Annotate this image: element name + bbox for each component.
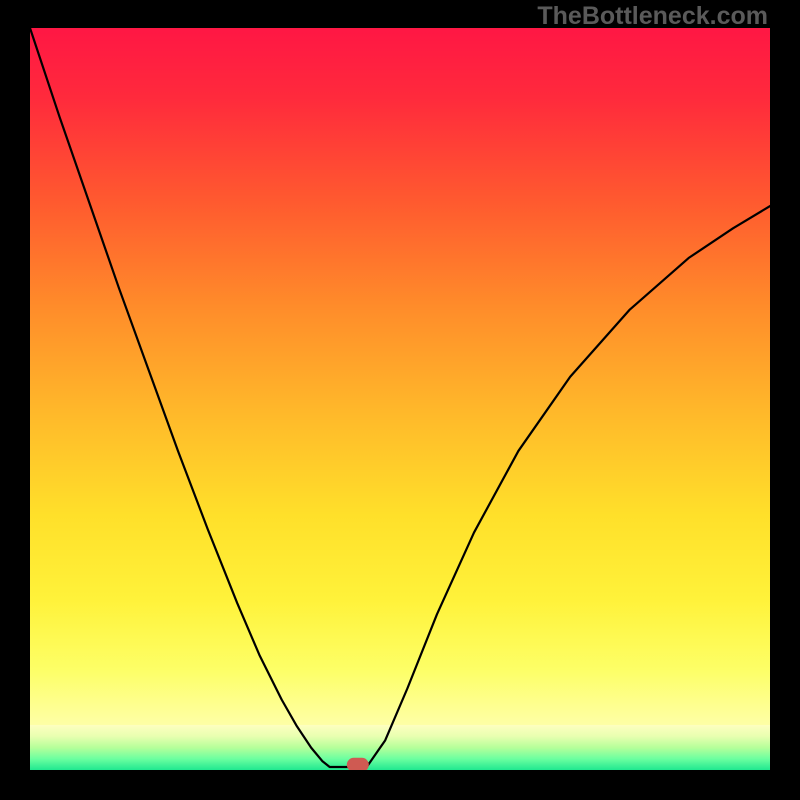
plot-area <box>30 28 770 770</box>
optimal-point-marker <box>347 758 369 770</box>
chart-overlay <box>30 28 770 770</box>
outer-frame: TheBottleneck.com <box>0 0 800 800</box>
bottleneck-curve <box>30 28 770 767</box>
watermark-text: TheBottleneck.com <box>537 2 768 31</box>
